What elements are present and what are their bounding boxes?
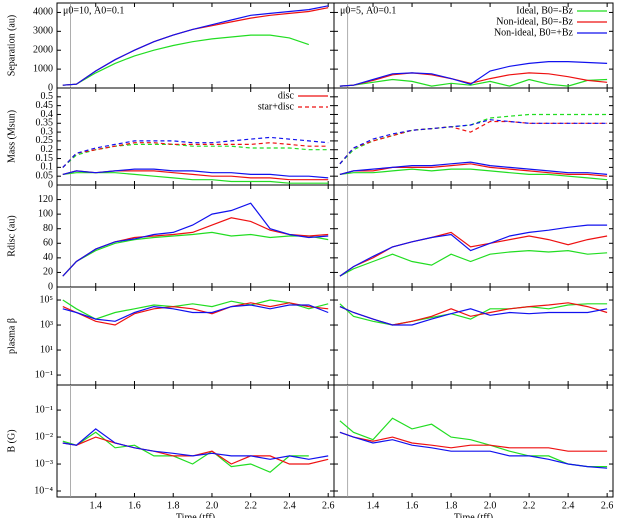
legend-label: disc: [278, 90, 295, 101]
series-line: [339, 303, 608, 326]
y-tick-label: 0.4: [41, 109, 54, 120]
x-tick-label: 1.6: [406, 500, 419, 511]
x-tick-label: 2.0: [484, 500, 497, 511]
y-tick-label: 10⁻¹: [35, 369, 53, 380]
y-tick-label: 0: [48, 281, 53, 292]
legend-label: Non-ideal, B0=+Bz: [494, 27, 574, 38]
y-tick-label: 0.2: [41, 144, 54, 155]
x-tick-label: 2.4: [562, 500, 575, 511]
y-tick-label: 0.25: [36, 135, 54, 146]
series-line: [339, 168, 608, 181]
plot-frame: [333, 184, 614, 288]
series-line: [62, 231, 329, 277]
y-tick-label: 3000: [33, 26, 53, 37]
x-tick-label: 1.4: [89, 500, 102, 511]
series-line: [339, 417, 608, 468]
y-tick-label: 0: [48, 179, 53, 190]
y-tick-label: 10¹: [40, 344, 53, 355]
x-tick-label: 2.0: [206, 500, 219, 511]
series-line: [339, 431, 608, 452]
x-axis-title: Time (tff): [454, 512, 493, 518]
series-line: [339, 78, 608, 87]
y-axis-title: plasma β: [6, 318, 17, 354]
y-tick-label: 0.15: [36, 153, 54, 164]
y-axis-title: Separation (au): [6, 15, 17, 76]
annotation: μ0=5, A0=0.1: [340, 5, 396, 16]
series-line: [339, 231, 608, 277]
series-line: [62, 142, 329, 168]
y-tick-label: 10⁻²: [35, 431, 53, 442]
y-tick-label: 1000: [33, 63, 53, 74]
x-tick-label: 2.6: [322, 500, 335, 511]
y-axis-title: Mass (Msun): [6, 110, 17, 163]
x-tick-label: 2.2: [523, 500, 536, 511]
x-tick-label: 1.6: [128, 500, 141, 511]
y-tick-label: 0: [48, 82, 53, 93]
legend-label: star+disc: [258, 101, 295, 112]
y-tick-label: 80: [43, 223, 53, 234]
x-tick-label: 1.8: [445, 500, 458, 511]
y-tick-label: 120: [38, 194, 53, 205]
plot-frame: [333, 384, 614, 498]
series-line: [339, 161, 608, 175]
plot-frame: [333, 286, 614, 386]
legend-label: Ideal, B0=-Bz: [516, 5, 573, 16]
y-tick-label: 40: [43, 252, 53, 263]
y-tick-label: 4000: [33, 7, 53, 18]
y-axis-title: B (G): [6, 429, 17, 452]
y-tick-label: 10⁻⁴: [34, 485, 53, 496]
y-tick-label: 10⁵: [40, 294, 54, 305]
series-line: [62, 34, 309, 86]
series-line: [62, 7, 329, 86]
legend-label: Non-ideal, B0=-Bz: [496, 16, 573, 27]
series-line: [62, 302, 329, 326]
series-line: [339, 120, 608, 165]
y-tick-label: 10⁻¹: [35, 404, 53, 415]
series-line: [339, 431, 608, 469]
y-tick-label: 2000: [33, 45, 53, 56]
series-line: [62, 5, 329, 86]
x-tick-label: 1.8: [167, 500, 180, 511]
annotation: μ0=10, A0=0.1: [63, 5, 124, 16]
plot-frame: [56, 384, 335, 498]
y-tick-label: 0.05: [36, 170, 54, 181]
series-line: [62, 299, 329, 320]
y-tick-label: 0.5: [41, 91, 54, 102]
series-line: [62, 202, 329, 277]
y-tick-label: 100: [38, 208, 53, 219]
series-line: [62, 168, 329, 179]
series-line: [339, 72, 608, 87]
x-axis-title: Time (tff): [176, 512, 215, 518]
series-line: [339, 113, 608, 165]
plot-frame: [56, 286, 335, 386]
x-tick-label: 2.6: [601, 500, 614, 511]
series-line: [339, 119, 608, 165]
series-line: [62, 428, 329, 460]
series-line: [339, 249, 608, 277]
x-tick-label: 2.2: [244, 500, 257, 511]
y-axis-title: Rdisc (au): [6, 215, 17, 256]
x-tick-label: 1.4: [367, 500, 380, 511]
y-tick-label: 0.1: [41, 162, 54, 173]
y-tick-label: 0.3: [41, 126, 54, 137]
series-line: [62, 431, 309, 473]
series-line: [339, 61, 608, 87]
y-tick-label: 20: [43, 267, 53, 278]
series-line: [339, 224, 608, 277]
series-line: [339, 306, 608, 326]
y-tick-label: 0.45: [36, 100, 54, 111]
series-line: [339, 163, 608, 177]
series-line: [62, 304, 329, 322]
y-tick-label: 60: [43, 238, 53, 249]
series-line: [62, 436, 329, 465]
y-tick-label: 0.35: [36, 118, 54, 129]
y-tick-label: 10⁻³: [35, 458, 53, 469]
series-line: [62, 143, 329, 168]
y-tick-label: 10³: [40, 319, 53, 330]
series-line: [62, 136, 329, 168]
x-tick-label: 2.4: [283, 500, 296, 511]
